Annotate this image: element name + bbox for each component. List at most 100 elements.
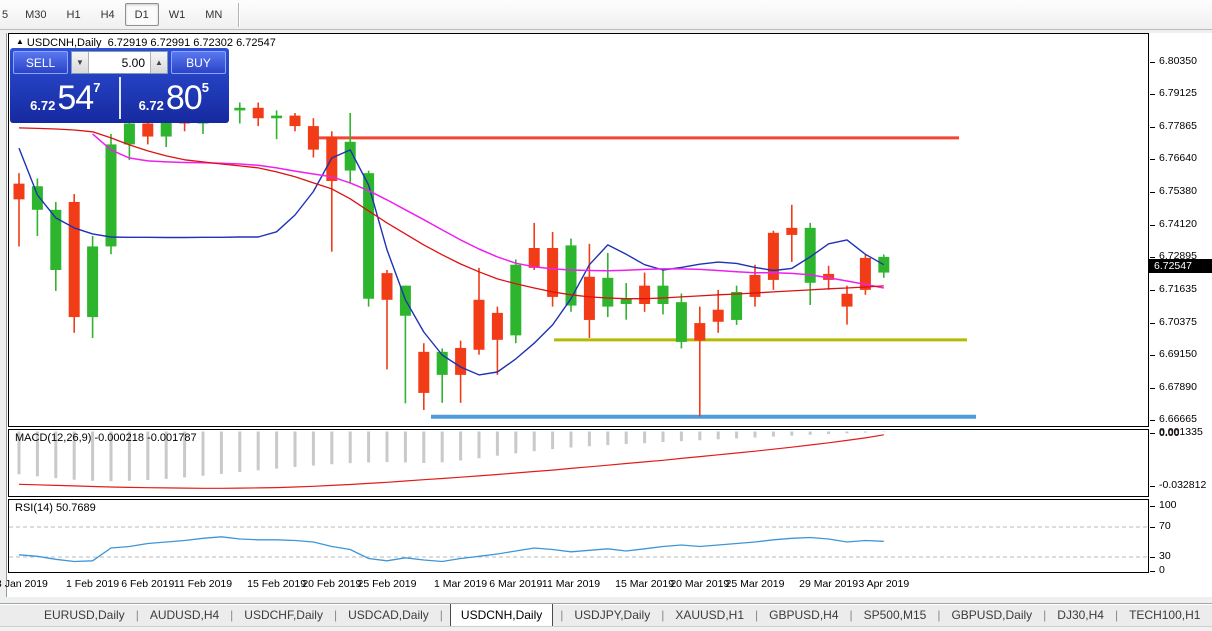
- candle-body-bear: [473, 299, 485, 350]
- tab-gbpusd-daily[interactable]: GBPUSD,Daily: [951, 608, 1033, 622]
- buy-price-pip: 5: [201, 80, 209, 95]
- price-axis-label: 6.79125: [1159, 87, 1197, 100]
- tab-sp500-m15[interactable]: SP500,M15: [863, 608, 927, 622]
- candle-body-bear: [767, 232, 779, 280]
- tab-divider: |: [1043, 608, 1047, 622]
- tab-divider: |: [661, 608, 665, 622]
- date-axis-label: 1 Feb 2019: [66, 578, 120, 590]
- buy-price-prefix: 6.72: [138, 98, 164, 113]
- date-axis-label: 6 Mar 2019: [489, 578, 543, 590]
- tab-dj30-h4[interactable]: DJ30,H4: [1057, 608, 1104, 622]
- macd-label: MACD(12,26,9) -0.000218 -0.001787: [15, 432, 197, 444]
- price-axis-label: 6.70375: [1159, 315, 1197, 328]
- timeframe-button-d1[interactable]: D1: [124, 3, 159, 26]
- timeframe-button-mn[interactable]: MN: [205, 8, 223, 21]
- rsi-plot[interactable]: [9, 500, 1148, 572]
- price-axis-label: 6.77865: [1159, 120, 1197, 132]
- tab-divider: |: [937, 608, 941, 622]
- axis-tick: [1150, 192, 1155, 193]
- tab-usdcnh-daily[interactable]: USDCNH,Daily: [449, 604, 554, 626]
- rsi-label: RSI(14) 50.7689: [15, 502, 96, 514]
- rsi-axis-label: 30: [1159, 550, 1171, 562]
- axis-tick: [1150, 159, 1155, 161]
- timeframe-button-m30[interactable]: M30: [25, 8, 47, 21]
- tab-usdchf-daily[interactable]: USDCHF,Daily: [244, 608, 323, 622]
- sell-price-prefix: 6.72: [30, 98, 56, 113]
- tab-divider: |: [333, 608, 338, 622]
- rsi-axis-label: 0: [1159, 564, 1165, 576]
- axis-tick: [1150, 557, 1155, 558]
- candle-body-bull: [363, 173, 375, 299]
- status-bar: [0, 626, 1212, 631]
- collapse-arrow-icon[interactable]: ▲: [16, 37, 24, 46]
- chart-ohlc-values: 6.72919 6.72991 6.72302 6.72547: [107, 37, 276, 49]
- candle-body-bear: [749, 274, 761, 297]
- timeframe-button-w1[interactable]: W1: [168, 8, 186, 21]
- timeframe-button-h4[interactable]: H4: [100, 8, 115, 21]
- axis-tick: [1150, 94, 1155, 96]
- axis-tick: [1150, 506, 1155, 507]
- date-axis-label: 20 Feb 2019: [302, 578, 362, 590]
- sell-button[interactable]: SELL: [13, 51, 68, 74]
- ma-blue-line: [18, 147, 885, 376]
- macd-signal-line: [18, 434, 884, 489]
- macd-plot[interactable]: [9, 430, 1148, 496]
- tab-audusd-h4[interactable]: AUDUSD,H4: [149, 608, 220, 622]
- volume-decrease-button[interactable]: ▼: [72, 52, 89, 73]
- candle-body-bull: [602, 277, 614, 307]
- sell-quote[interactable]: 6.72 54 7: [13, 76, 118, 120]
- tab-gbpusd-h4[interactable]: GBPUSD,H4: [769, 608, 839, 622]
- candle-body-bear: [694, 323, 706, 341]
- buy-quote[interactable]: 6.72 80 5: [122, 76, 227, 120]
- timeframe-button-h1[interactable]: H1: [66, 8, 81, 21]
- price-axis-label: 6.69150: [1159, 347, 1197, 360]
- candle-body-bull: [510, 264, 522, 336]
- macd-axis-min: -0.032812: [1159, 479, 1207, 491]
- timeframe-button-5[interactable]: 5: [2, 8, 9, 21]
- candle-body-bull: [234, 107, 246, 111]
- tab-eurusd-daily[interactable]: EURUSD,Daily: [44, 608, 125, 622]
- price-axis-label: 6.71635: [1159, 282, 1197, 295]
- rsi-line: [18, 536, 884, 563]
- candle-body-bear: [381, 273, 393, 300]
- axis-tick: [1150, 571, 1155, 572]
- toolbar-separator: [238, 3, 241, 27]
- candle-body-bull: [271, 115, 283, 119]
- date-axis-label: 29 Mar 2019: [799, 578, 859, 590]
- candle-body-bear: [859, 257, 871, 290]
- candle-body-bull: [160, 110, 172, 137]
- buy-button[interactable]: BUY: [171, 51, 226, 74]
- candle-body-bull: [31, 186, 43, 210]
- price-axis-label: 6.75380: [1159, 185, 1197, 197]
- candle-body-bear: [841, 293, 853, 307]
- date-axis-label: 11 Mar 2019: [541, 578, 601, 590]
- price-axis-label: 6.76640: [1159, 152, 1197, 165]
- candle-body-bear: [455, 347, 467, 375]
- axis-tick: [1150, 62, 1155, 63]
- tab-usdjpy-daily[interactable]: USDJPY,Daily: [574, 608, 651, 622]
- price-chart-panel: ▲ USDCNH,Daily 6.72919 6.72991 6.72302 6.…: [8, 33, 1149, 427]
- candle-body-bear: [712, 309, 724, 322]
- tab-xauusd-h1[interactable]: XAUUSD,H1: [675, 608, 745, 622]
- timeframe-toolbar: 5 M30 H1 H4 D1 W1 MN: [0, 0, 1212, 30]
- volume-increase-button[interactable]: ▲: [150, 52, 167, 73]
- rsi-panel: RSI(14) 50.7689: [8, 499, 1149, 573]
- tab-divider: |: [439, 608, 443, 622]
- sell-price-pip: 7: [93, 80, 101, 95]
- tab-divider: |: [1114, 608, 1119, 622]
- chart-symbol-period: USDCNH,Daily: [26, 37, 102, 49]
- tab-divider: |: [755, 608, 759, 622]
- ma-magenta-line: [92, 133, 884, 289]
- candle-body-bull: [565, 245, 577, 306]
- candle-body-bear: [639, 285, 651, 304]
- candle-body-bear: [68, 201, 80, 318]
- axis-tick: [1150, 433, 1155, 434]
- candle-body-bull: [675, 302, 687, 342]
- tab-divider: |: [230, 608, 234, 622]
- volume-input[interactable]: 5.00: [121, 56, 145, 70]
- candle-body-bull: [344, 141, 356, 171]
- candle-body-bull: [620, 298, 632, 304]
- tab-usdcad-daily[interactable]: USDCAD,Daily: [348, 608, 429, 622]
- tab-tech100-h1[interactable]: TECH100,H1: [1129, 608, 1201, 622]
